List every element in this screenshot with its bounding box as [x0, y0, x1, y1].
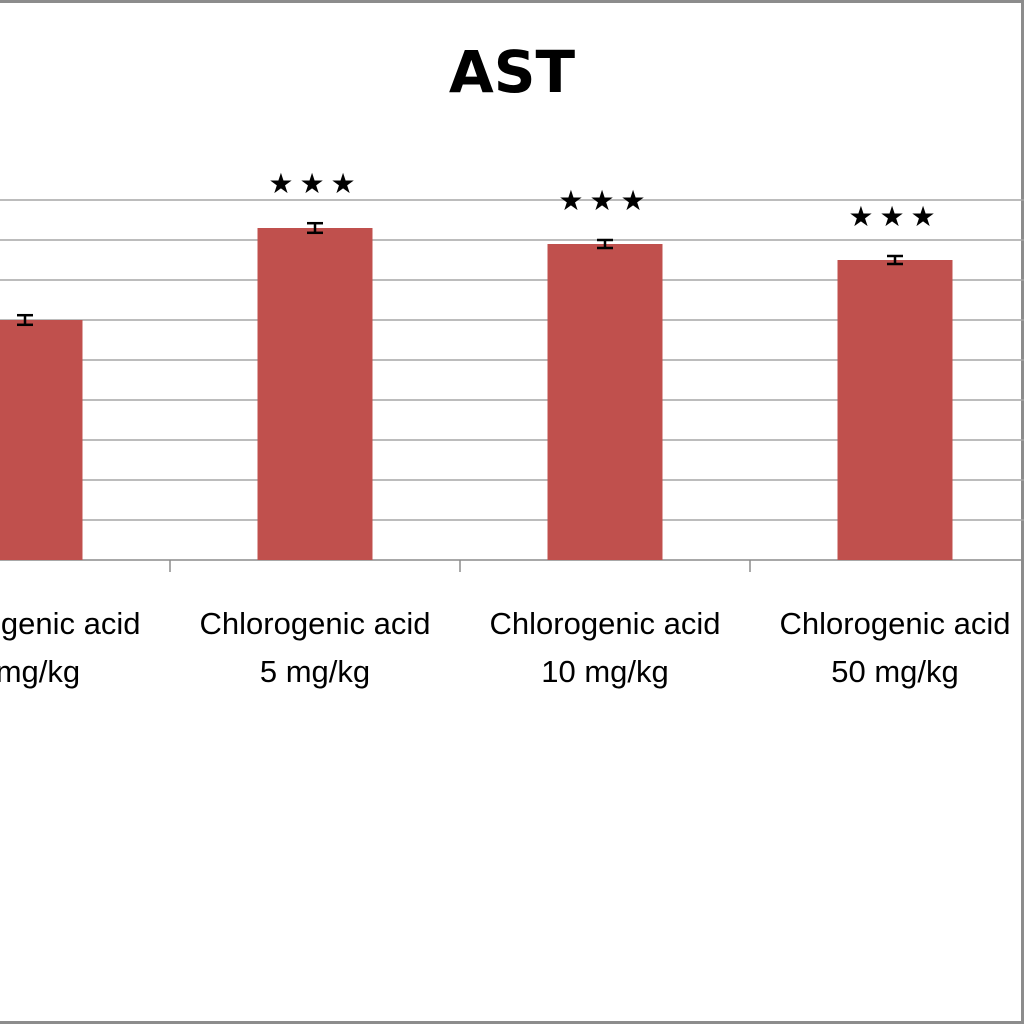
category-label: 5 mg/kg: [260, 654, 370, 689]
bar: [547, 244, 663, 560]
category-label: 10 mg/kg: [541, 654, 669, 689]
bar: [837, 260, 953, 560]
category-label: Chlorogenic acid: [0, 606, 140, 641]
category-label: Chlorogenic acid: [780, 606, 1011, 641]
significance-stars: ★★★: [848, 200, 941, 233]
bar: [257, 228, 373, 560]
significance-stars: ★★★: [268, 167, 361, 200]
category-label: Chlorogenic acid: [200, 606, 431, 641]
category-label: 50 mg/kg: [831, 654, 959, 689]
category-label: 1 mg/kg: [0, 654, 80, 689]
chart-title: AST: [448, 38, 576, 106]
category-label: Chlorogenic acid: [490, 606, 721, 641]
significance-stars: ★★★: [558, 184, 651, 217]
bar: [0, 320, 83, 560]
